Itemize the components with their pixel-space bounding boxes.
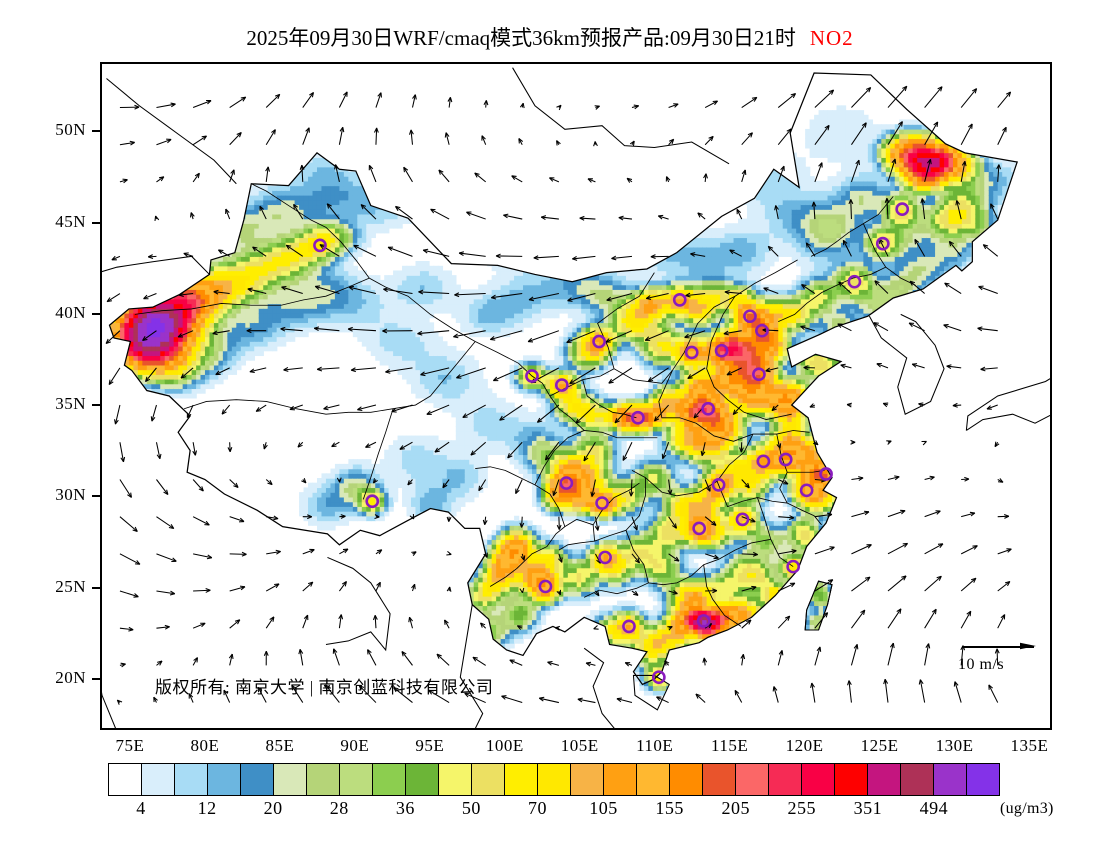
x-axis-label: 110E <box>636 736 674 755</box>
colorbar-cell <box>736 764 769 795</box>
x-axis-label: 120E <box>785 736 824 755</box>
x-axis-label: 85E <box>265 736 295 755</box>
colorbar-tick-label: 155 <box>655 798 684 818</box>
colorbar-cell <box>637 764 670 795</box>
colorbar-cell <box>835 764 868 795</box>
colorbar-cell <box>439 764 472 795</box>
y-axis-label: 45N <box>55 211 86 231</box>
title-text: 2025年09月30日WRF/cmaq模式36km预报产品:09月30日21时 <box>246 26 796 50</box>
colorbar-cell <box>175 764 208 795</box>
colorbar-cell <box>703 764 736 795</box>
x-axis-label: 100E <box>485 736 524 755</box>
colorbar-tick-label: 351 <box>853 798 883 818</box>
colorbar-cell <box>109 764 142 795</box>
colorbar-cell <box>406 764 439 795</box>
wind-vector-field <box>105 85 1012 705</box>
colorbar-cell <box>241 764 274 795</box>
x-axis-label: 75E <box>115 736 145 755</box>
y-axis-label: 35N <box>55 394 86 414</box>
city-markers <box>313 202 910 685</box>
y-axis-label: 40N <box>55 302 86 322</box>
colorbar-tick-label: 4 <box>136 798 146 818</box>
map-canvas <box>102 67 1050 728</box>
y-axis-tick <box>92 221 101 224</box>
colorbar <box>108 763 1000 796</box>
y-axis-label: 20N <box>55 667 86 687</box>
colorbar-cell <box>967 764 999 795</box>
copyright-watermark: 版权所有: 南京大学 | 南京创蓝科技有限公司 <box>155 678 494 697</box>
y-axis-tick <box>92 586 101 589</box>
colorbar-tick-label: 20 <box>263 798 283 818</box>
y-axis-tick <box>92 312 101 315</box>
x-axis-label: 130E <box>935 736 974 755</box>
colorbar-cell <box>901 764 934 795</box>
concentration-field <box>109 105 1018 696</box>
colorbar-cell <box>604 764 637 795</box>
colorbar-cell <box>802 764 835 795</box>
colorbar-cell <box>505 764 538 795</box>
x-axis-label: 115E <box>711 736 749 755</box>
colorbar-tick-label: 36 <box>395 798 415 818</box>
colorbar-cell <box>868 764 901 795</box>
x-axis-label: 105E <box>560 736 599 755</box>
x-axis-label: 95E <box>415 736 445 755</box>
x-axis-label: 80E <box>190 736 220 755</box>
colorbar-tick-label: 494 <box>919 798 949 818</box>
x-axis-label: 125E <box>860 736 899 755</box>
y-axis-label: 50N <box>55 120 86 140</box>
map-plot-area <box>100 62 1052 730</box>
colorbar-cell <box>670 764 703 795</box>
wind-arrow-shaft <box>962 646 1034 648</box>
y-axis-tick <box>92 677 101 680</box>
page-title: 2025年09月30日WRF/cmaq模式36km预报产品:09月30日21时 N… <box>0 22 1100 52</box>
colorbar-cell <box>307 764 340 795</box>
wind-scale-label: 10 m/s <box>958 656 1005 673</box>
colorbar-cell <box>274 764 307 795</box>
colorbar-tick-label: 50 <box>461 798 481 818</box>
y-axis-label: 30N <box>55 485 86 505</box>
y-axis-tick <box>92 404 101 407</box>
colorbar-unit: (ug/m3) <box>1000 800 1054 817</box>
colorbar-tick-label: 105 <box>589 798 618 818</box>
colorbar-cell <box>142 764 175 795</box>
arrow-right-icon <box>1020 642 1036 650</box>
colorbar-tick-label: 205 <box>721 798 750 818</box>
colorbar-cell <box>538 764 571 795</box>
x-axis-label: 90E <box>340 736 370 755</box>
colorbar-tick-label: 70 <box>527 798 547 818</box>
colorbar-cell <box>934 764 967 795</box>
colorbar-cell <box>472 764 505 795</box>
colorbar-cell <box>208 764 241 795</box>
colorbar-tick-label: 12 <box>197 798 217 818</box>
colorbar-cell <box>571 764 604 795</box>
y-axis-tick <box>92 495 101 498</box>
x-axis-label: 135E <box>1010 736 1049 755</box>
y-axis-tick <box>92 130 101 133</box>
y-axis-label: 25N <box>55 576 86 596</box>
colorbar-cell <box>769 764 802 795</box>
colorbar-tick-label: 255 <box>787 798 817 818</box>
species-label: NO2 <box>809 26 854 50</box>
colorbar-tick-label: 28 <box>329 798 349 818</box>
colorbar-cell <box>340 764 373 795</box>
colorbar-cell <box>373 764 406 795</box>
